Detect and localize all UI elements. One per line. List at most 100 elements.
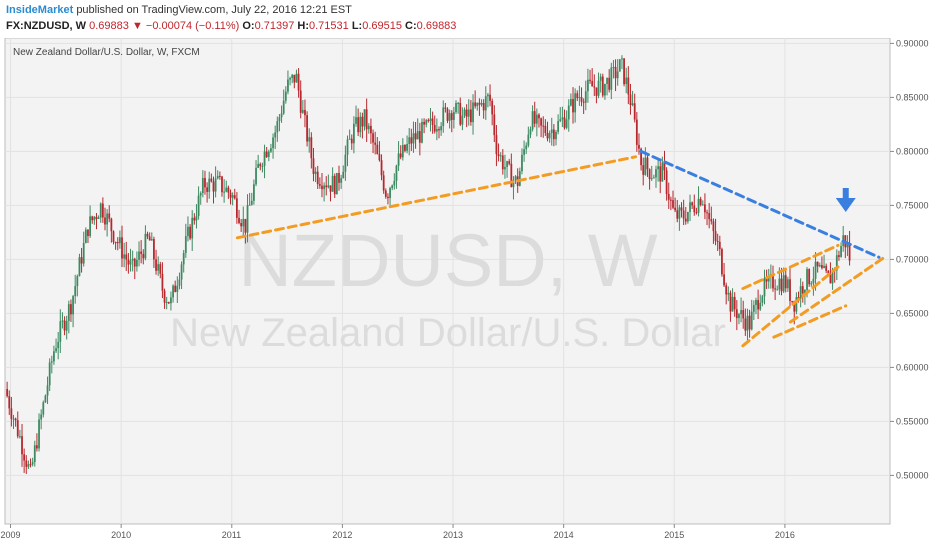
candle-body bbox=[187, 226, 189, 237]
candle-body bbox=[640, 148, 642, 166]
orange-trendline[interactable] bbox=[741, 265, 840, 348]
candle-body bbox=[84, 229, 87, 243]
candle-body bbox=[174, 285, 177, 292]
close-label: C: bbox=[405, 20, 417, 32]
price-axis[interactable]: 0.90000 0.85000 0.80000 0.75000 0.70000 0.650… bbox=[890, 38, 929, 480]
candle-body bbox=[161, 273, 164, 291]
orange-trendline[interactable] bbox=[788, 255, 886, 324]
candle-body bbox=[452, 112, 455, 120]
candle-body bbox=[208, 178, 211, 192]
candle-body bbox=[138, 251, 140, 260]
price-chart[interactable]: NZDUSD, W New Zealand Dollar/U.S. Dollar… bbox=[0, 38, 932, 550]
candle-body bbox=[642, 165, 645, 175]
candle-body bbox=[304, 109, 306, 116]
candle-body bbox=[548, 133, 551, 139]
blue-trendline[interactable] bbox=[639, 149, 881, 259]
candle-body bbox=[814, 261, 817, 279]
candle-body bbox=[463, 109, 466, 116]
candle-body bbox=[631, 103, 634, 106]
candle-body bbox=[414, 133, 417, 140]
candle-body bbox=[308, 137, 311, 142]
candle-body bbox=[244, 218, 247, 233]
candle-body bbox=[765, 278, 768, 282]
candle-body bbox=[80, 257, 83, 264]
candle-body bbox=[53, 351, 55, 362]
candle-body bbox=[467, 109, 470, 117]
candle-body bbox=[70, 304, 72, 315]
candle-body bbox=[738, 314, 740, 319]
candle-body bbox=[582, 101, 585, 103]
candle-body bbox=[331, 175, 334, 192]
candle-body bbox=[499, 155, 502, 157]
candle-body bbox=[250, 200, 253, 205]
candle-body bbox=[442, 107, 445, 127]
candle-body bbox=[555, 131, 557, 140]
candle-body bbox=[227, 187, 230, 193]
candle-body bbox=[116, 242, 119, 244]
candle-body bbox=[191, 217, 194, 239]
candle-body bbox=[691, 202, 694, 206]
candle-body bbox=[301, 109, 304, 113]
candle-body bbox=[163, 290, 166, 303]
candle-body bbox=[131, 258, 134, 261]
candle-body bbox=[633, 103, 636, 120]
candle-body bbox=[752, 304, 755, 312]
candle-body bbox=[663, 162, 666, 171]
candle-body bbox=[776, 289, 779, 291]
candle-body bbox=[146, 233, 149, 237]
candle-body bbox=[672, 200, 674, 208]
candle-body bbox=[65, 320, 68, 331]
time-axis[interactable]: 2009 2010 2011 2012 2013 2014 2015 2016 bbox=[1, 524, 795, 540]
grid-lines bbox=[5, 38, 890, 524]
candle-body bbox=[544, 125, 547, 134]
candle-body bbox=[595, 87, 598, 96]
candle-body bbox=[708, 212, 711, 220]
candle-body bbox=[178, 279, 181, 286]
candle-body bbox=[638, 144, 640, 149]
candle-body bbox=[27, 464, 30, 467]
candle-body bbox=[523, 149, 525, 155]
candle-body bbox=[123, 254, 126, 259]
candle-body bbox=[408, 137, 411, 145]
candle-body bbox=[746, 315, 749, 331]
candle-body bbox=[818, 265, 821, 267]
symbol-label: FX:NZDUSD, W bbox=[6, 20, 87, 32]
publisher-link[interactable]: InsideMarket bbox=[6, 4, 74, 16]
trendlines[interactable] bbox=[235, 149, 886, 348]
candle-body bbox=[484, 96, 487, 111]
candle-body bbox=[846, 243, 849, 248]
candle-body bbox=[410, 137, 413, 144]
candle-body bbox=[782, 275, 785, 292]
candle-body bbox=[321, 185, 323, 190]
candle-body bbox=[457, 102, 460, 104]
candle-body bbox=[506, 161, 508, 168]
high-label: H: bbox=[297, 20, 309, 32]
candle-body bbox=[780, 278, 783, 292]
candle-body bbox=[125, 254, 128, 260]
orange-trendline[interactable] bbox=[741, 243, 840, 291]
candle-body bbox=[167, 302, 170, 304]
open-value: 0.71397 bbox=[254, 20, 295, 32]
candle-body bbox=[578, 97, 581, 99]
candle-body bbox=[195, 216, 198, 221]
candle-body bbox=[329, 185, 332, 192]
candle-body bbox=[831, 269, 834, 284]
candle-body bbox=[429, 118, 432, 122]
y-tick-label: 0.60000 bbox=[896, 362, 929, 372]
candle-body bbox=[731, 296, 734, 312]
candle-body bbox=[221, 176, 223, 193]
candle-body bbox=[697, 198, 700, 213]
candle-body bbox=[29, 464, 32, 466]
candle-body bbox=[114, 242, 117, 244]
candle-body bbox=[784, 275, 787, 289]
orange-trendline[interactable] bbox=[235, 155, 638, 240]
candle-body bbox=[801, 286, 804, 294]
orange-trendline[interactable] bbox=[772, 304, 848, 339]
candle-body bbox=[661, 162, 664, 182]
candle-body bbox=[229, 192, 232, 198]
candle-body bbox=[614, 66, 617, 79]
candle-body bbox=[297, 73, 300, 91]
candle-body bbox=[76, 276, 79, 287]
candle-body bbox=[574, 93, 577, 113]
candle-body bbox=[542, 125, 545, 127]
